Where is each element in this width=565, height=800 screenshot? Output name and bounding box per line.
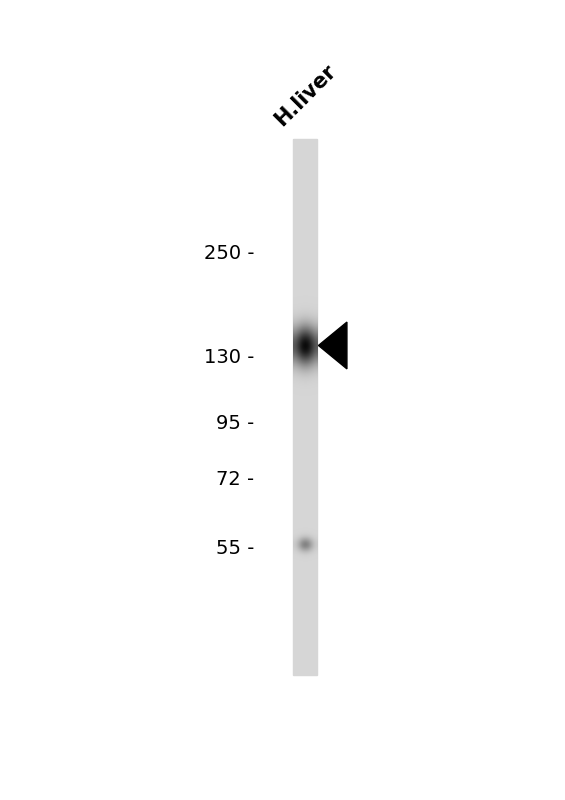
Polygon shape (319, 322, 347, 369)
Text: 130 -: 130 - (204, 348, 254, 367)
Text: 250 -: 250 - (204, 243, 254, 262)
Text: 72 -: 72 - (216, 470, 254, 489)
Text: 55 -: 55 - (216, 539, 254, 558)
Text: H.liver: H.liver (270, 61, 340, 130)
Bar (293, 139, 317, 675)
Text: 95 -: 95 - (216, 414, 254, 434)
